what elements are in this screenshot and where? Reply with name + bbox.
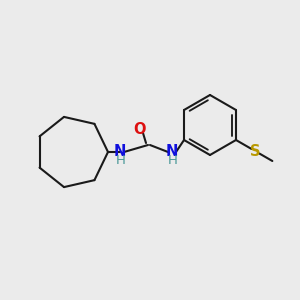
Text: N: N xyxy=(114,145,126,160)
Text: O: O xyxy=(134,122,146,137)
Text: H: H xyxy=(168,154,178,167)
Text: N: N xyxy=(166,145,178,160)
Text: S: S xyxy=(250,143,260,158)
Text: H: H xyxy=(116,154,126,167)
